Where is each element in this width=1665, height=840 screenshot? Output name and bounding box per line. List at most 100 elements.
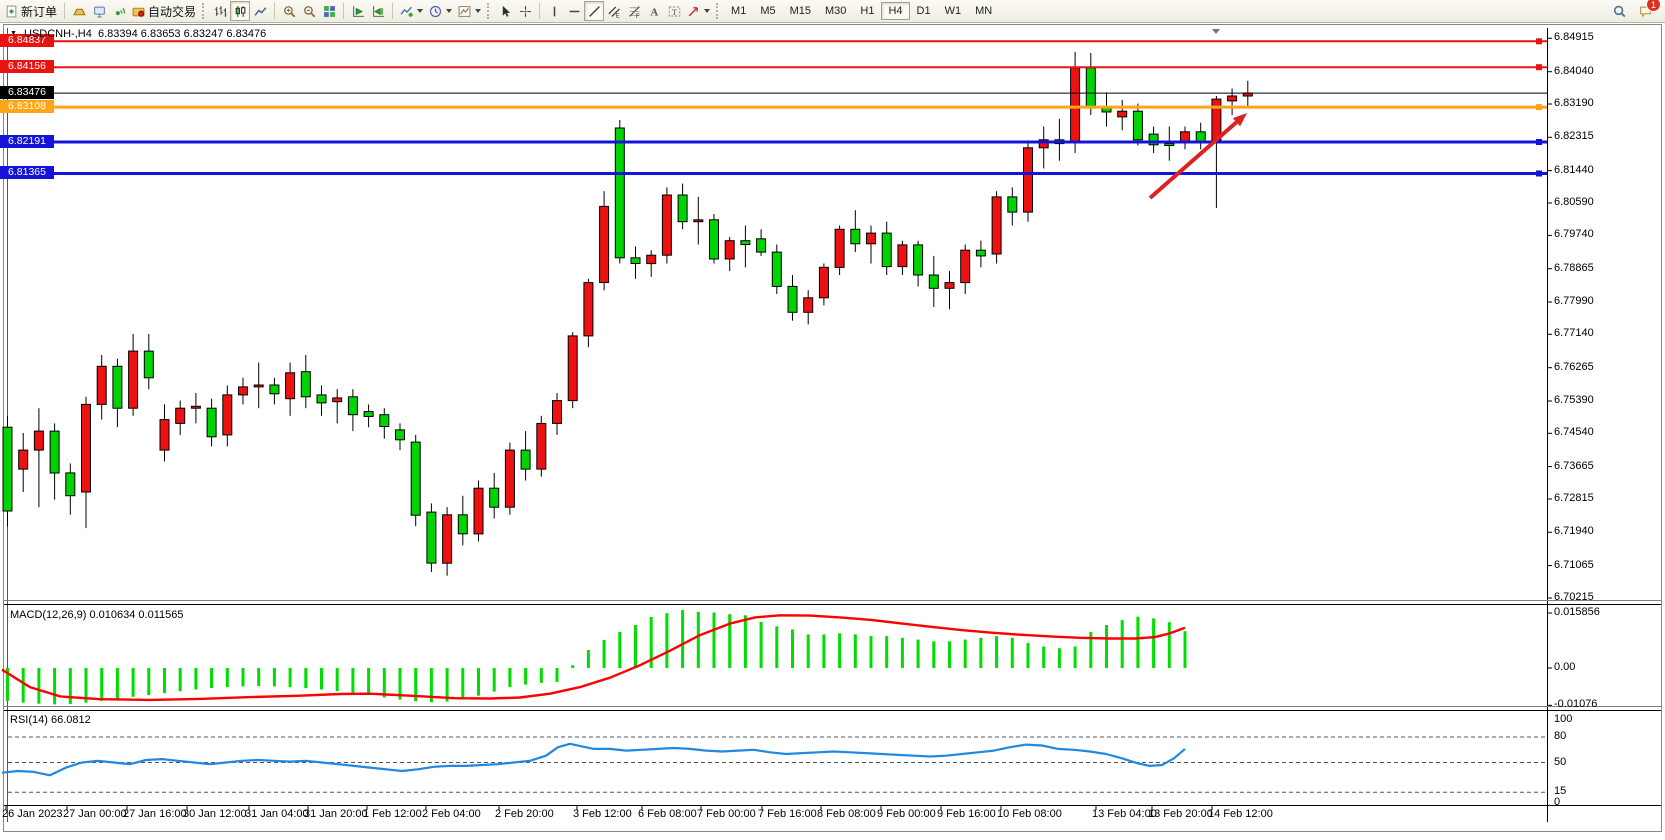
autotrading-button[interactable]: 自动交易 <box>129 1 199 21</box>
candle-body <box>285 372 296 400</box>
candle-body <box>1132 110 1143 141</box>
indicators-button[interactable] <box>397 1 426 21</box>
candle-body <box>363 411 374 418</box>
candle-body <box>1007 196 1018 213</box>
macd-bar <box>743 615 747 668</box>
timeframe-m1-button[interactable]: M1 <box>731 5 747 17</box>
bar-chart-icon <box>214 5 226 17</box>
auto-scroll-button[interactable] <box>348 1 368 21</box>
chart-title: USDCNH-,H4 <box>24 28 92 40</box>
candle-body <box>442 514 453 564</box>
macd-signal-line <box>1 614 1186 702</box>
timeframe-m30-button[interactable]: M30 <box>825 5 847 17</box>
candle-body <box>1227 95 1238 102</box>
zoom-in-icon <box>283 5 295 17</box>
dropdown-caret-icon[interactable] <box>446 9 453 13</box>
dropdown-caret-icon[interactable] <box>417 9 424 13</box>
svg-text:A: A <box>650 6 658 17</box>
trend-arrow[interactable] <box>1148 120 1238 200</box>
line-handle[interactable] <box>1536 38 1542 45</box>
candle-body <box>960 249 971 284</box>
horizontal-line-button[interactable] <box>564 1 584 21</box>
candle-body <box>646 254 657 265</box>
candle-body <box>49 430 60 474</box>
timeframe-m15-button[interactable]: M15 <box>789 5 811 17</box>
macd-bar <box>916 639 920 668</box>
line-chart-button[interactable] <box>250 1 270 21</box>
search-button[interactable] <box>1609 1 1629 21</box>
trendline-icon <box>588 5 600 17</box>
text-button[interactable]: A <box>644 1 664 21</box>
time-axis[interactable] <box>8 806 1547 823</box>
dropdown-caret-icon[interactable] <box>475 9 482 13</box>
trendline-button[interactable] <box>584 1 605 21</box>
fibonacci-button[interactable]: F <box>624 1 644 21</box>
vertical-line-button[interactable] <box>544 1 564 21</box>
macd-bar <box>429 668 433 703</box>
dropdown-caret-icon[interactable] <box>704 9 711 13</box>
line-handle[interactable] <box>1536 139 1542 145</box>
search-icon <box>1613 5 1625 17</box>
tile-windows-button[interactable] <box>319 1 339 21</box>
current-price-label[interactable]: 6.83476 <box>0 86 54 100</box>
templates-button[interactable] <box>455 1 484 21</box>
chart-shift-marker[interactable] <box>1212 29 1220 34</box>
candlestick-chart-button[interactable] <box>230 1 251 21</box>
market-watch-button[interactable] <box>69 1 89 21</box>
candle-body <box>771 251 782 287</box>
macd-bar <box>382 668 386 698</box>
signals-button[interactable] <box>109 1 129 21</box>
candle-body <box>991 196 1002 255</box>
level-price-label[interactable]: 6.84837 <box>0 34 54 48</box>
candle-body <box>897 244 908 268</box>
level-price-label[interactable]: 6.81365 <box>0 166 54 180</box>
notifications-button[interactable]: 1 <box>1635 0 1661 21</box>
timeframe-w1-button[interactable]: W1 <box>944 5 962 17</box>
level-price-label[interactable]: 6.83108 <box>0 100 54 114</box>
line-handle[interactable] <box>1536 64 1542 71</box>
timeframe-mn-button[interactable]: MN <box>975 5 993 17</box>
timeframe-h1-button[interactable]: H1 <box>860 5 875 17</box>
text-label-button[interactable]: T <box>664 1 684 21</box>
text-icon: A <box>650 6 658 17</box>
macd-bar <box>759 621 763 668</box>
line-handle[interactable] <box>1536 170 1542 177</box>
candle-body <box>599 205 610 283</box>
gold-ingot-icon <box>72 8 86 15</box>
zoom-out-button[interactable] <box>299 1 319 21</box>
macd-bar <box>477 668 480 696</box>
macd-bar <box>163 668 166 693</box>
zoom-in-button[interactable] <box>279 1 299 21</box>
timeframe-m5-button[interactable]: M5 <box>760 5 776 17</box>
arrows-button[interactable] <box>684 1 713 21</box>
timeframe-h4-button[interactable]: H4 <box>881 2 910 20</box>
candle-body <box>206 407 217 438</box>
macd-bar <box>634 625 637 668</box>
toolbar-separator <box>64 3 66 19</box>
chart-shift-button[interactable] <box>368 1 388 21</box>
level-price-label[interactable]: 6.84156 <box>0 60 54 74</box>
macd-bar <box>885 636 889 668</box>
periods-button[interactable] <box>426 1 455 21</box>
equidistant-channel-button[interactable]: E <box>604 1 624 21</box>
bar-chart-button[interactable] <box>210 1 230 21</box>
crosshair-button[interactable] <box>515 1 535 21</box>
new-order-button[interactable]: 新订单 <box>2 1 60 21</box>
candle-body <box>1148 133 1159 146</box>
candle-body <box>850 228 861 245</box>
data-window-button[interactable] <box>89 1 109 21</box>
trend-arrow-head[interactable] <box>1232 113 1247 127</box>
vertical-line-icon <box>553 6 555 16</box>
autotrading-button-label: 自动交易 <box>148 4 197 19</box>
timeframe-d1-button[interactable]: D1 <box>916 5 931 17</box>
cursor-button[interactable] <box>495 1 515 21</box>
level-price-label[interactable]: 6.82191 <box>0 135 54 149</box>
candle-body <box>881 232 892 268</box>
macd-bar <box>461 668 465 700</box>
price-axis[interactable] <box>1548 28 1610 805</box>
symbol-dropdown-icon[interactable]: ▼ <box>10 30 17 37</box>
macd-bar <box>963 639 967 668</box>
macd-bar <box>241 668 245 687</box>
line-handle[interactable] <box>1536 104 1542 111</box>
candle-body <box>2 426 13 512</box>
